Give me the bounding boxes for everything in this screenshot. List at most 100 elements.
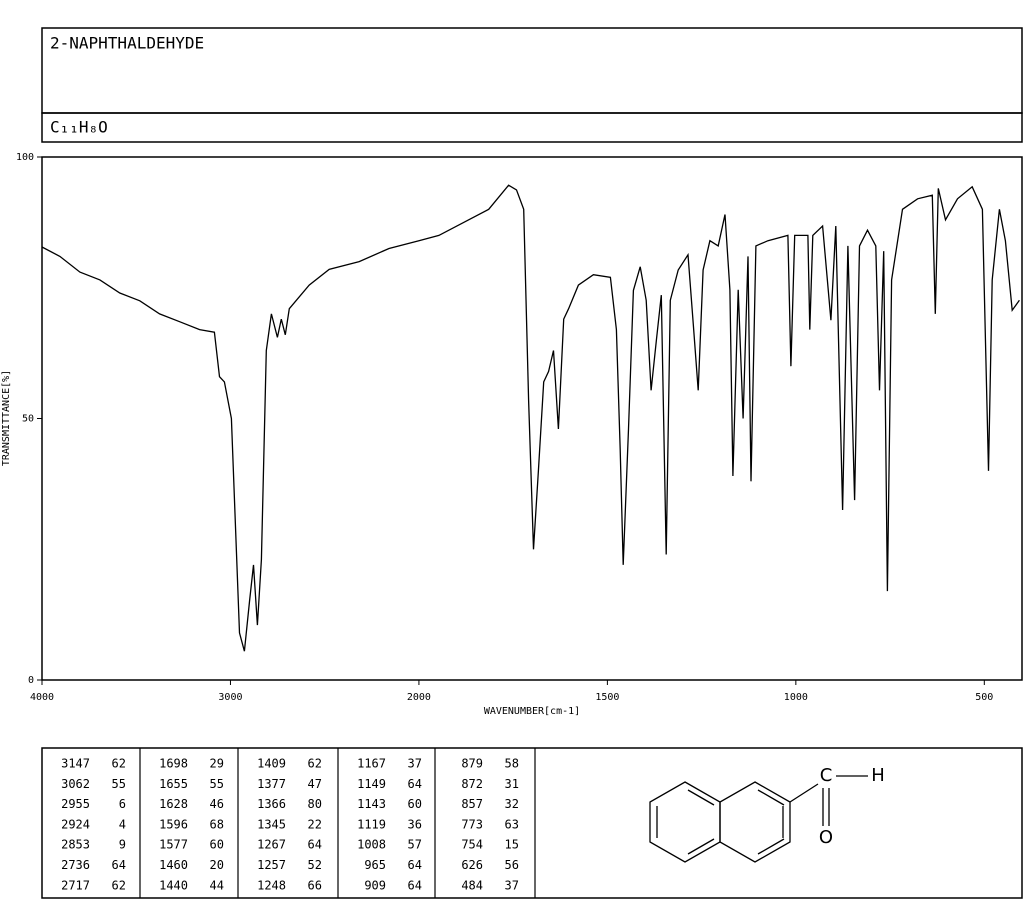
peak-wavenumber: 1409: [257, 757, 286, 771]
peak-transmittance: 80: [308, 797, 322, 811]
peak-transmittance: 64: [408, 777, 422, 791]
peak-wavenumber: 1345: [257, 817, 286, 831]
peak-wavenumber: 484: [461, 878, 483, 892]
peak-wavenumber: 1119: [357, 817, 386, 831]
ring: [719, 781, 791, 863]
peak-wavenumber: 1248: [257, 878, 286, 892]
peak-transmittance: 66: [308, 878, 322, 892]
double-bond: [687, 838, 715, 855]
peak-transmittance: 63: [505, 817, 519, 831]
formula: C₁₁H₈O: [50, 118, 108, 137]
peak-transmittance: 32: [505, 797, 519, 811]
spectrum-line: [41, 184, 1020, 652]
bond: [789, 783, 819, 803]
peak-transmittance: 47: [308, 777, 322, 791]
peak-wavenumber: 1655: [159, 777, 188, 791]
peak-transmittance: 62: [308, 757, 322, 771]
peak-transmittance: 62: [112, 757, 126, 771]
x-tick-label: 500: [975, 692, 993, 703]
peak-wavenumber: 1628: [159, 797, 188, 811]
peak-transmittance: 6: [119, 797, 126, 811]
atom-label: O: [819, 827, 833, 848]
peak-transmittance: 52: [308, 858, 322, 872]
atom-label: C: [820, 765, 833, 786]
peak-transmittance: 20: [210, 858, 224, 872]
peak-transmittance: 60: [210, 838, 224, 852]
peak-transmittance: 64: [408, 878, 422, 892]
x-tick-label: 1500: [595, 692, 619, 703]
double-bond: [757, 789, 785, 806]
peak-wavenumber: 1577: [159, 838, 188, 852]
peak-transmittance: 22: [308, 817, 322, 831]
peak-wavenumber: 754: [461, 838, 483, 852]
peak-wavenumber: 1366: [257, 797, 286, 811]
structure: [649, 775, 868, 863]
peak-transmittance: 36: [408, 817, 422, 831]
atom-label: H: [871, 765, 885, 786]
y-tick-label: 50: [22, 414, 34, 425]
y-tick-label: 100: [16, 152, 34, 163]
peak-transmittance: 15: [505, 838, 519, 852]
peak-transmittance: 55: [210, 777, 224, 791]
peak-transmittance: 64: [408, 858, 422, 872]
peak-wavenumber: 1440: [159, 878, 188, 892]
ring: [649, 781, 721, 863]
peak-wavenumber: 1377: [257, 777, 286, 791]
double-bond: [757, 838, 785, 855]
peak-table-frame: [41, 747, 1023, 899]
peak-transmittance: 37: [408, 757, 422, 771]
x-tick-label: 3000: [218, 692, 242, 703]
peak-wavenumber: 909: [364, 878, 386, 892]
peak-transmittance: 68: [210, 817, 224, 831]
peak-transmittance: 29: [210, 757, 224, 771]
peak-transmittance: 64: [308, 838, 322, 852]
peak-transmittance: 62: [112, 878, 126, 892]
peak-wavenumber: 626: [461, 858, 483, 872]
peak-transmittance: 4: [119, 817, 126, 831]
peak-wavenumber: 872: [461, 777, 483, 791]
peak-wavenumber: 1143: [357, 797, 386, 811]
peak-transmittance: 55: [112, 777, 126, 791]
peak-transmittance: 44: [210, 878, 224, 892]
peak-wavenumber: 2717: [61, 878, 90, 892]
y-axis-label: TRANSMITTANCE[%]: [1, 370, 12, 466]
peak-wavenumber: 773: [461, 817, 483, 831]
peak-wavenumber: 2955: [61, 797, 90, 811]
peak-transmittance: 58: [505, 757, 519, 771]
peak-wavenumber: 965: [364, 858, 386, 872]
peak-wavenumber: 1149: [357, 777, 386, 791]
y-tick-label: 0: [28, 675, 34, 686]
peak-transmittance: 9: [119, 838, 126, 852]
peak-transmittance: 37: [505, 878, 519, 892]
peak-transmittance: 60: [408, 797, 422, 811]
peak-wavenumber: 2853: [61, 838, 90, 852]
x-tick-label: 1000: [784, 692, 808, 703]
double-bond: [687, 789, 715, 806]
x-tick-label: 4000: [30, 692, 54, 703]
peak-transmittance: 46: [210, 797, 224, 811]
peak-wavenumber: 1008: [357, 838, 386, 852]
peak-wavenumber: 2736: [61, 858, 90, 872]
x-tick-label: 2000: [407, 692, 431, 703]
peak-wavenumber: 1257: [257, 858, 286, 872]
plot-frame: [41, 156, 1023, 681]
peak-wavenumber: 857: [461, 797, 483, 811]
peak-wavenumber: 1267: [257, 838, 286, 852]
chart-title: 2-NAPHTHALDEHYDE: [50, 34, 204, 53]
peak-transmittance: 64: [112, 858, 126, 872]
peak-wavenumber: 1698: [159, 757, 188, 771]
peak-wavenumber: 879: [461, 757, 483, 771]
peak-transmittance: 31: [505, 777, 519, 791]
peak-wavenumber: 1460: [159, 858, 188, 872]
peak-transmittance: 57: [408, 838, 422, 852]
formula-box: [41, 112, 1023, 143]
peak-wavenumber: 3147: [61, 757, 90, 771]
peak-wavenumber: 1596: [159, 817, 188, 831]
peak-transmittance: 56: [505, 858, 519, 872]
peak-wavenumber: 1167: [357, 757, 386, 771]
peak-wavenumber: 3062: [61, 777, 90, 791]
peak-wavenumber: 2924: [61, 817, 90, 831]
